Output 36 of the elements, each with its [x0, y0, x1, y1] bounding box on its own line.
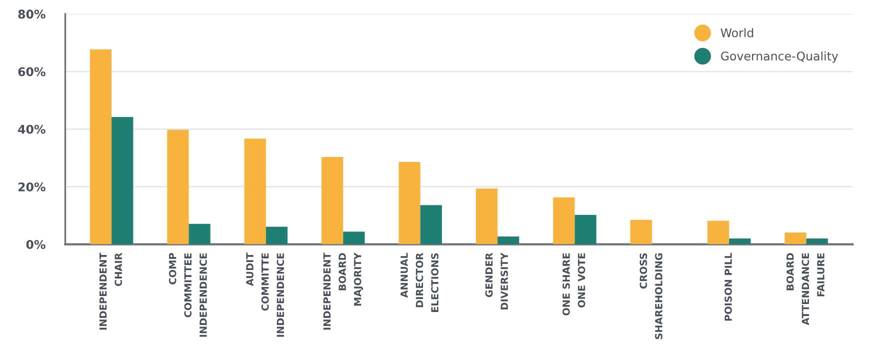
bar	[398, 162, 420, 244]
bar	[498, 236, 520, 244]
legend-label: World	[720, 28, 754, 38]
x-tick-label: POISON PILL	[724, 252, 732, 321]
x-tick-label: GENDER DIVERSITY	[485, 252, 508, 310]
bar	[784, 232, 806, 244]
bar	[188, 224, 210, 244]
x-tick-label: CROSS SHAREHOLDING	[640, 253, 662, 340]
bar	[90, 49, 112, 244]
bar	[112, 117, 134, 244]
bar	[806, 238, 828, 244]
x-tick-label: ANNUAL DIRECTOR ELECTIONS	[400, 252, 438, 312]
bar	[707, 220, 730, 244]
bar	[476, 188, 498, 244]
x-tick-label: COMP COMMITTEE INDEPENDENCE	[168, 253, 207, 337]
y-tick-label: 80%	[18, 10, 46, 19]
bar	[420, 205, 442, 244]
bar	[729, 238, 751, 244]
y-tick-label: 0%	[26, 240, 46, 249]
bar	[266, 226, 288, 244]
bar	[574, 214, 596, 244]
y-tick-label: 60%	[18, 67, 46, 76]
x-tick-label: AUDIT COMMITTE INDEPENDENCE	[246, 252, 284, 337]
bar	[322, 157, 344, 244]
bar	[343, 232, 365, 244]
y-tick-label: 20%	[18, 182, 46, 192]
x-tick-label: BOARD ATTENDANCE FAILURE	[786, 253, 824, 326]
bar	[167, 130, 189, 244]
legend-label: Governance-Quality	[721, 51, 838, 63]
x-tick-label: INDEPENDENT CHAIR	[100, 252, 122, 330]
bar	[244, 138, 266, 244]
x-tick-label: ONE SHARE ONE VOTE	[562, 253, 586, 316]
bar	[553, 197, 575, 244]
x-tick-label: INDEPENDENT BOARD MAJORITY	[323, 252, 364, 330]
bar	[630, 220, 652, 244]
y-tick-label: 40%	[18, 124, 46, 134]
